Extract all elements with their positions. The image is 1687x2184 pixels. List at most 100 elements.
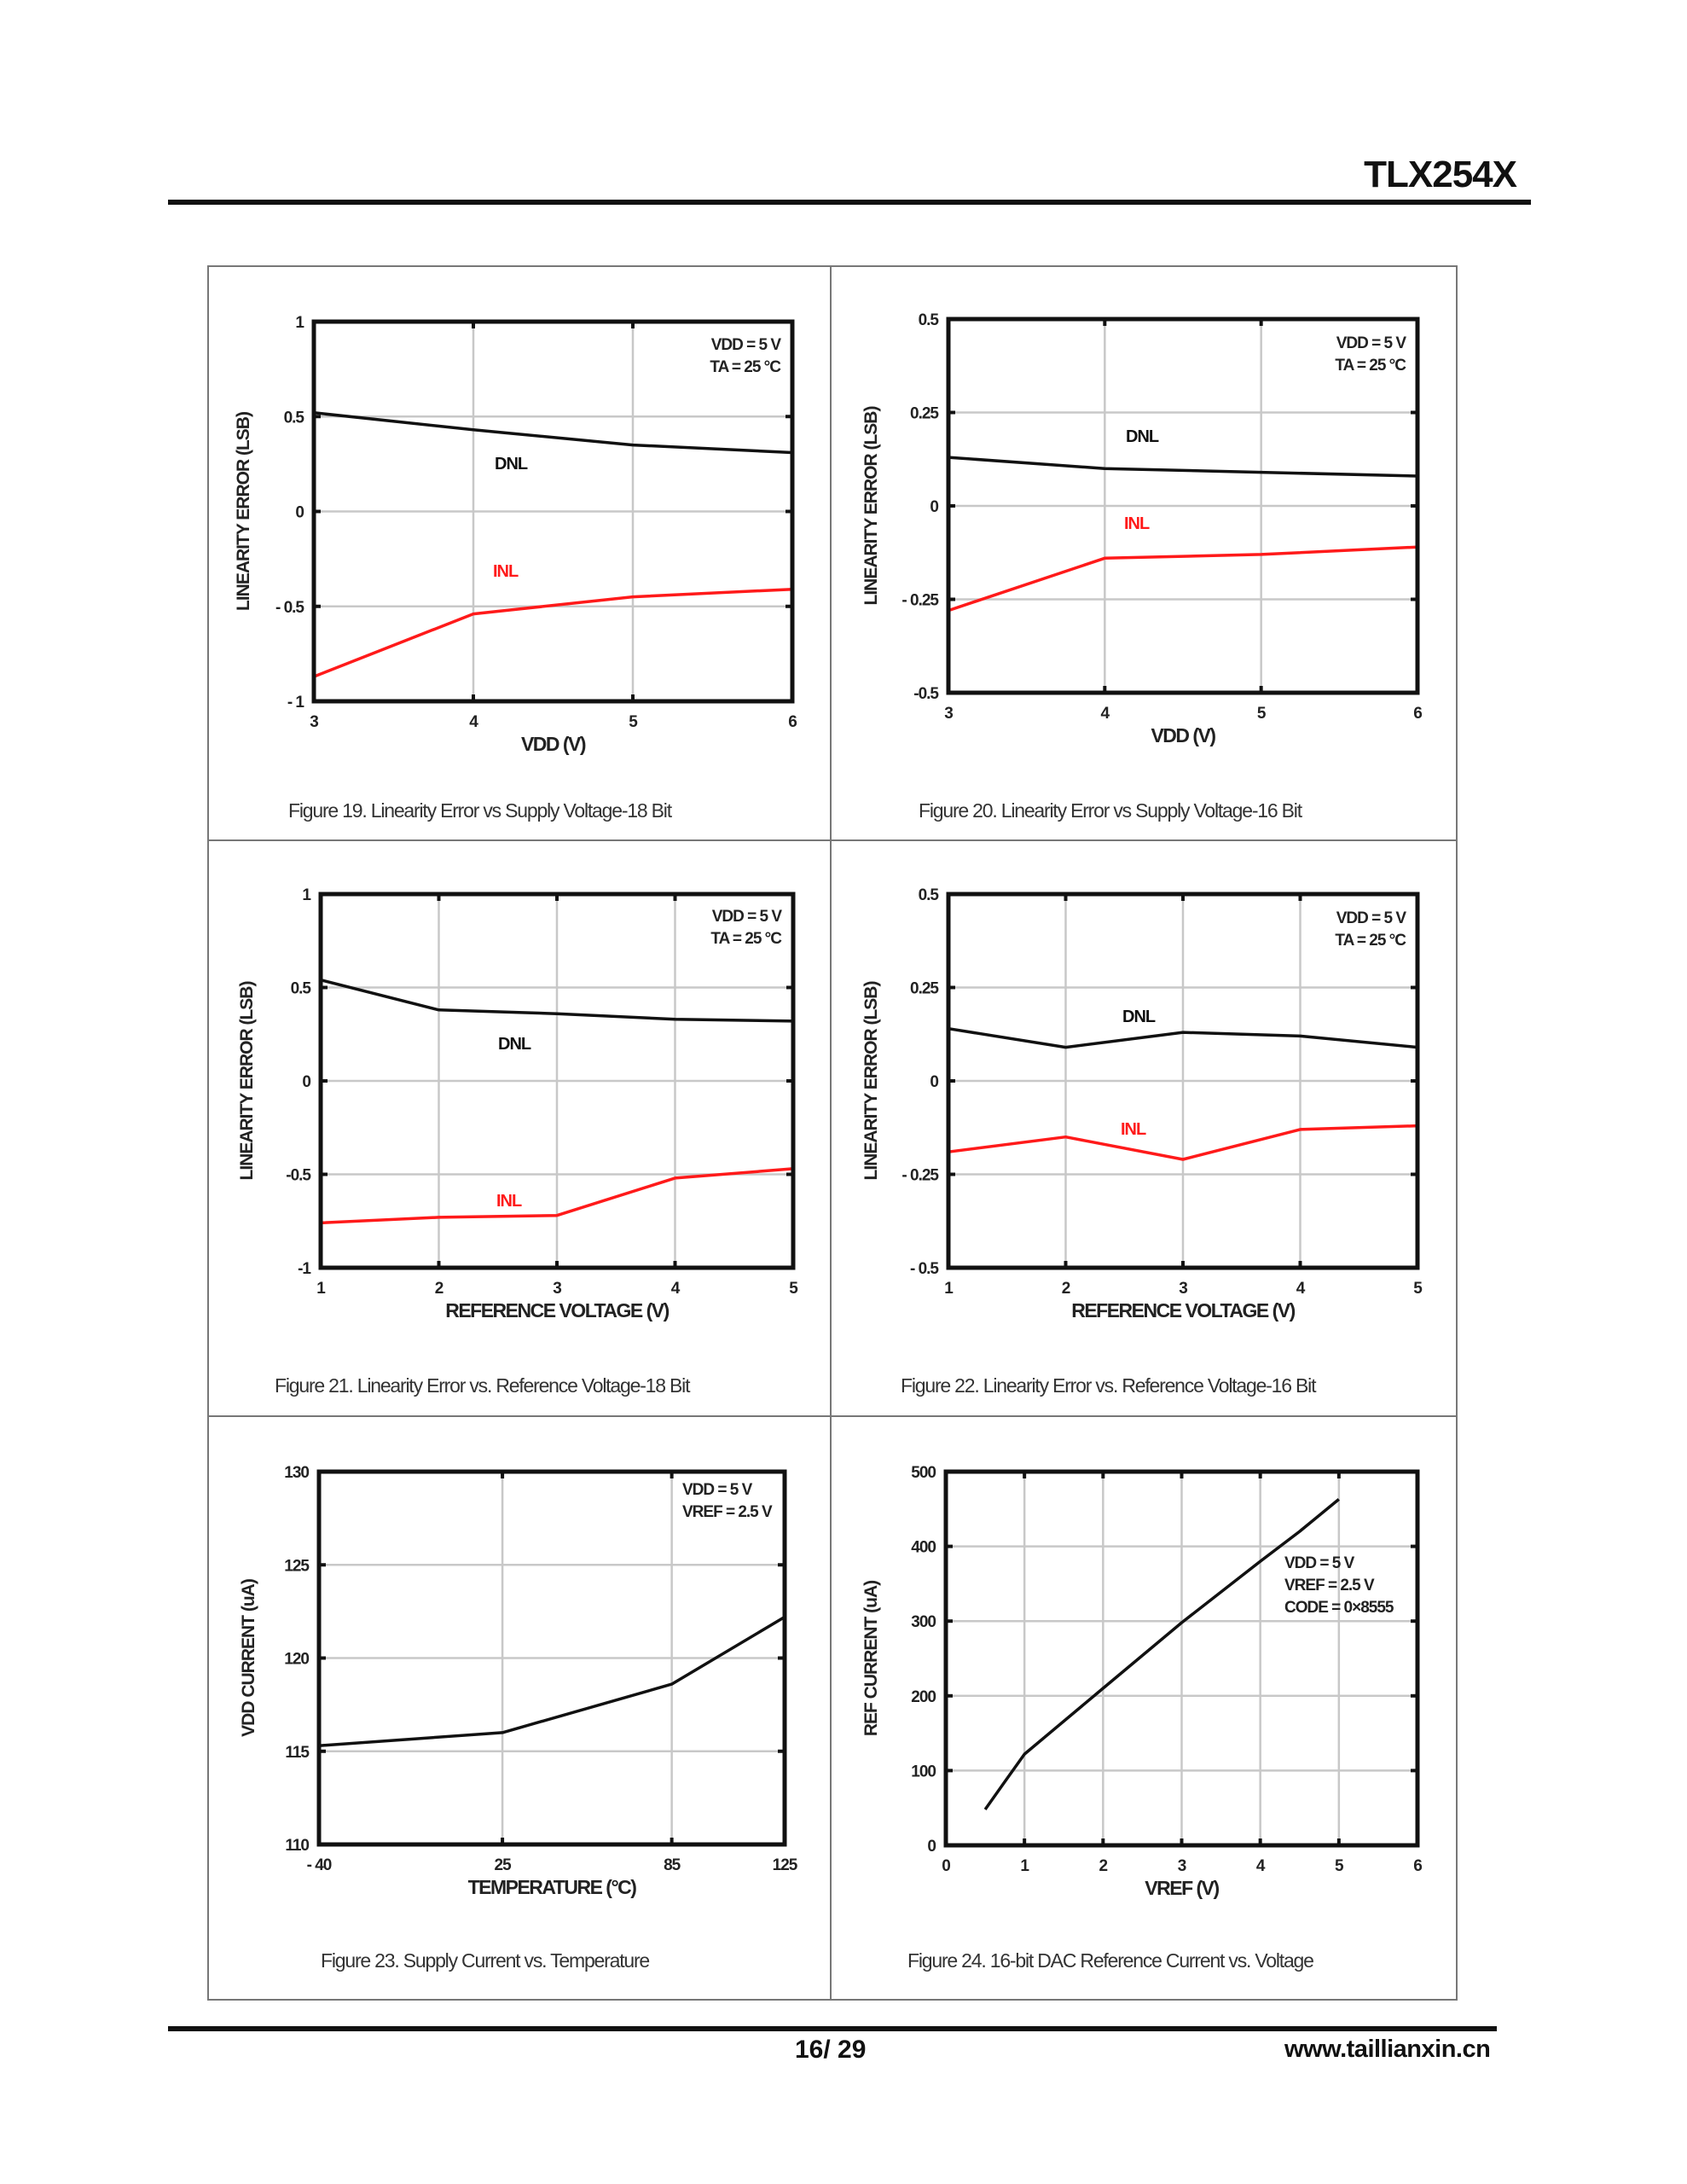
fig19-annotation: TA = 25 °C <box>710 358 781 376</box>
fig19-y-tick-label: 1 <box>295 314 304 332</box>
fig24-y-tick-label: 300 <box>911 1613 936 1631</box>
fig24-caption: Figure 24. 16-bit DAC Reference Current … <box>907 1949 1313 1972</box>
fig24-x-tick-label: 1 <box>1020 1857 1029 1875</box>
fig24-y-tick-label: 500 <box>911 1464 936 1482</box>
fig20-y-axis-label: LINEARITY ERROR (LSB) <box>861 407 881 606</box>
page-number: 16/ 29 <box>795 2036 867 2064</box>
frame-divider-row-1 <box>207 839 1458 841</box>
fig23-plot-border <box>316 1469 787 1847</box>
fig20-y-tick-label: 0.5 <box>919 311 940 329</box>
fig19-y-tick-label: 0.5 <box>284 409 305 427</box>
fig20-x-axis-label: VDD (V) <box>1151 724 1215 746</box>
fig19-y-tick-label: - 0.5 <box>275 599 304 617</box>
fig20-x-tick-label: 5 <box>1257 705 1267 723</box>
fig24-x-tick-label: 5 <box>1335 1857 1344 1875</box>
fig19-series-inl <box>313 587 793 678</box>
fig24-series-iref <box>983 1498 1340 1811</box>
fig23-y-tick-label: 120 <box>284 1651 309 1669</box>
header-rule <box>168 200 1531 205</box>
fig21-x-tick-label: 5 <box>789 1280 798 1298</box>
fig23-series-idd <box>318 1615 786 1747</box>
fig19-plot-border <box>311 319 795 704</box>
fig22-x-tick-label: 3 <box>1179 1280 1187 1298</box>
website-link[interactable]: www.taillianxin.cn <box>1284 2036 1491 2063</box>
fig23-x-tick-label: 125 <box>773 1856 798 1874</box>
fig22-x-tick-label: 4 <box>1296 1280 1306 1298</box>
fig23-y-axis-label: VDD CURRENT (uA) <box>239 1579 258 1737</box>
fig24-x-axis-label: VREF (V) <box>1145 1877 1219 1899</box>
fig20-plot-border <box>946 317 1420 695</box>
fig24-y-axis-label: REF CURRENT (uA) <box>861 1581 881 1736</box>
fig23-annotation: VREF = 2.5 V <box>682 1503 773 1521</box>
fig21-series-label-inl: INL <box>496 1192 522 1211</box>
fig21-x-tick-label: 3 <box>553 1280 561 1298</box>
fig21-x-tick-label: 1 <box>316 1280 326 1298</box>
fig22-y-tick-label: - 0.5 <box>910 1260 939 1278</box>
fig21-series-inl <box>320 1167 794 1225</box>
fig19-y-axis-label: LINEARITY ERROR (LSB) <box>234 412 253 611</box>
fig19-x-tick-label: 6 <box>788 713 797 731</box>
fig21-annotation: TA = 25 °C <box>710 930 782 948</box>
fig21-x-tick-label: 4 <box>671 1280 681 1298</box>
fig21-x-tick-label: 2 <box>435 1280 443 1298</box>
fig21-plot-border <box>318 892 796 1270</box>
fig20-y-tick-label: 0 <box>930 498 938 516</box>
frame-vertical-divider <box>830 265 832 2001</box>
fig24-plot-border <box>943 1469 1420 1848</box>
fig23-y-tick-label: 125 <box>284 1557 310 1575</box>
fig22-x-tick-label: 1 <box>944 1280 954 1298</box>
fig19-series-label-dnl: DNL <box>495 455 528 473</box>
fig21-y-tick-label: 0 <box>302 1073 310 1091</box>
fig22-y-tick-label: 0.5 <box>919 886 940 904</box>
fig22-x-tick-label: 2 <box>1062 1280 1070 1298</box>
fig20-x-tick-label: 3 <box>944 705 953 723</box>
fig21-series-dnl <box>320 979 794 1023</box>
fig23-x-tick-label: - 40 <box>307 1856 332 1874</box>
fig23-caption: Figure 23. Supply Current vs. Temperatur… <box>321 1949 649 1972</box>
fig20-x-tick-label: 4 <box>1101 705 1110 723</box>
fig20-x-tick-label: 6 <box>1413 705 1422 723</box>
fig22-y-tick-label: 0 <box>930 1073 938 1091</box>
fig21-y-axis-label: LINEARITY ERROR (LSB) <box>237 982 257 1181</box>
fig23-y-tick-label: 130 <box>284 1464 309 1482</box>
fig21-y-tick-label: -0.5 <box>286 1167 311 1185</box>
fig22-caption: Figure 22. Linearity Error vs. Reference… <box>901 1374 1317 1397</box>
fig23-x-tick-label: 25 <box>495 1856 513 1874</box>
fig21-series-label-dnl: DNL <box>498 1035 531 1054</box>
fig24-x-tick-label: 2 <box>1099 1857 1108 1875</box>
fig19-caption: Figure 19. Linearity Error vs Supply Vol… <box>288 799 673 822</box>
fig20-series-dnl <box>948 456 1418 478</box>
fig21-caption: Figure 21. Linearity Error vs. Reference… <box>275 1374 691 1397</box>
fig21-y-tick-label: 1 <box>302 886 311 904</box>
figure-frame <box>207 265 1458 2001</box>
document-title: TLX254X <box>1364 154 1517 195</box>
fig22-x-axis-label: REFERENCE VOLTAGE (V) <box>1071 1299 1295 1321</box>
fig24-annotation: VREF = 2.5 V <box>1284 1577 1375 1594</box>
fig24-x-tick-label: 3 <box>1178 1857 1186 1875</box>
fig23-annotation: VDD = 5 V <box>682 1481 753 1499</box>
fig24-y-tick-label: 400 <box>911 1539 936 1557</box>
fig24-y-tick-label: 0 <box>927 1838 936 1856</box>
fig19-x-axis-label: VDD (V) <box>521 733 586 755</box>
fig20-annotation: TA = 25 °C <box>1335 357 1406 375</box>
fig22-x-tick-label: 5 <box>1413 1280 1423 1298</box>
fig24-x-tick-label: 4 <box>1256 1857 1266 1875</box>
fig22-y-tick-label: - 0.25 <box>901 1167 939 1185</box>
fig20-y-tick-label: 0.25 <box>910 405 939 423</box>
fig20-series-label-dnl: DNL <box>1126 427 1159 446</box>
fig22-series-dnl <box>948 1026 1418 1049</box>
fig22-series-inl <box>948 1124 1418 1161</box>
fig19-annotation: VDD = 5 V <box>711 336 782 354</box>
fig19-series-dnl <box>313 411 793 455</box>
fig20-series-label-inl: INL <box>1124 514 1150 533</box>
fig24-x-tick-label: 6 <box>1413 1857 1422 1875</box>
fig24-annotation: CODE = 0×8555 <box>1284 1599 1394 1617</box>
fig22-plot-border <box>946 892 1420 1270</box>
fig19-x-tick-label: 3 <box>310 713 318 731</box>
fig24-x-tick-label: 0 <box>942 1857 950 1875</box>
fig20-y-tick-label: -0.5 <box>913 685 939 703</box>
fig22-y-axis-label: LINEARITY ERROR (LSB) <box>861 982 881 1181</box>
fig20-series-inl <box>948 545 1418 613</box>
fig19-x-tick-label: 5 <box>629 713 638 731</box>
